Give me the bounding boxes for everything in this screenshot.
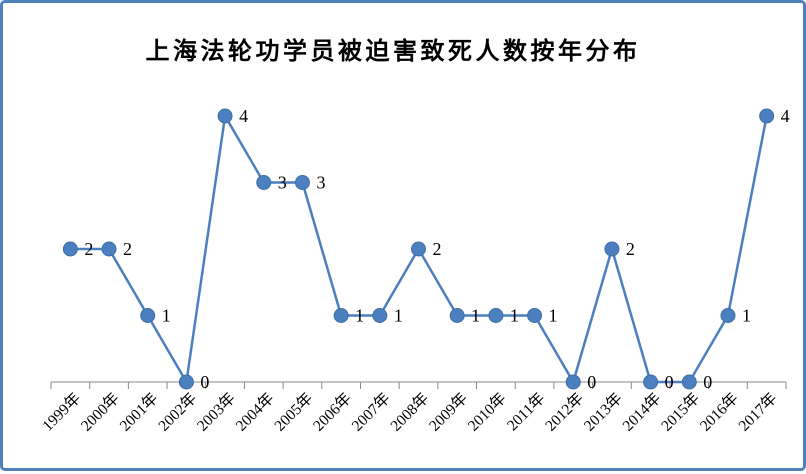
x-axis-tick-label: 2002年 — [155, 389, 201, 435]
x-axis-tick-label: 2008年 — [387, 389, 433, 435]
data-label: 1 — [510, 306, 519, 326]
data-label: 1 — [162, 306, 171, 326]
x-axis-tick-label: 2001年 — [116, 389, 162, 435]
x-axis-tick-label: 2011年 — [503, 389, 548, 434]
x-axis-tick-label: 2014年 — [619, 389, 665, 435]
data-label: 1 — [471, 306, 480, 326]
data-label: 0 — [665, 372, 674, 392]
data-point — [256, 175, 272, 190]
data-point — [411, 241, 426, 257]
data-label: 2 — [626, 239, 635, 259]
data-point — [178, 374, 194, 390]
data-label: 4 — [239, 106, 248, 126]
x-axis-tick-label: 1999年 — [39, 389, 85, 435]
x-axis-tick-label: 2010年 — [464, 389, 510, 435]
data-point — [449, 308, 465, 323]
data-point — [643, 374, 659, 390]
data-label: 2 — [84, 239, 93, 259]
data-label: 1 — [394, 306, 403, 326]
data-point — [488, 308, 504, 323]
data-point — [604, 241, 620, 257]
data-point — [62, 241, 78, 257]
data-label: 0 — [587, 372, 596, 392]
data-point — [101, 241, 117, 257]
data-point — [681, 374, 697, 390]
data-point — [294, 175, 310, 190]
data-point — [565, 374, 581, 390]
data-point — [333, 308, 349, 323]
data-label: 2 — [123, 239, 132, 259]
x-axis-tick-label: 2009年 — [425, 389, 471, 435]
x-axis-tick-label: 2016年 — [696, 389, 742, 435]
data-point — [217, 108, 233, 124]
x-axis-tick-label: 2013年 — [580, 389, 626, 435]
data-label: 3 — [316, 173, 325, 193]
line-chart: 1999年2000年2001年2002年2003年2004年2005年2006年… — [39, 106, 790, 435]
data-label: 0 — [200, 372, 209, 392]
data-label: 1 — [355, 306, 364, 326]
x-axis-tick-label: 2003年 — [193, 389, 239, 435]
data-label: 1 — [742, 306, 751, 326]
data-point — [720, 308, 736, 323]
data-point — [140, 308, 156, 323]
x-axis-tick-label: 2007年 — [348, 389, 394, 435]
data-point — [372, 308, 388, 323]
x-axis-tick-label: 2006年 — [309, 389, 355, 435]
x-axis-tick-label: 2012年 — [541, 389, 587, 435]
x-axis-tick-label: 2015年 — [657, 389, 703, 435]
data-point — [527, 308, 543, 323]
data-label: 2 — [433, 239, 442, 259]
x-axis-tick-label: 2004年 — [232, 389, 278, 435]
data-label: 4 — [781, 106, 790, 126]
data-label: 3 — [278, 173, 287, 193]
data-point — [759, 108, 775, 124]
x-axis-tick-label: 2000年 — [77, 389, 123, 435]
data-label: 0 — [703, 372, 712, 392]
x-axis-tick-label: 2017年 — [735, 389, 781, 435]
data-label: 1 — [549, 306, 558, 326]
x-axis-tick-label: 2005年 — [271, 389, 317, 435]
chart-title: 上海法轮功学员被迫害致死人数按年分布 — [145, 39, 641, 65]
